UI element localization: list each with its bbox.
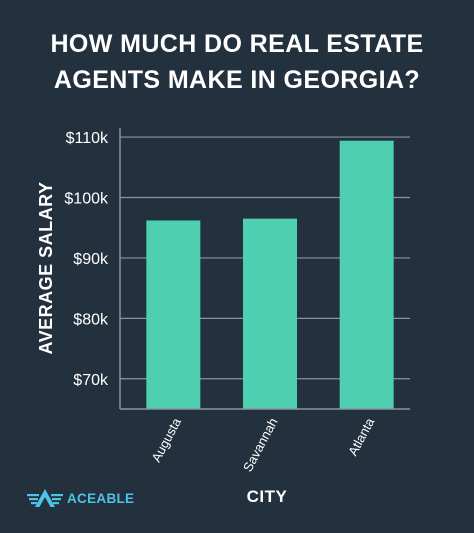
bar-augusta <box>146 220 201 409</box>
bar-savannah <box>243 218 297 409</box>
y-tick-label: $80k <box>73 311 109 328</box>
chart-title: HOW MUCH DO REAL ESTATE AGENTS MAKE IN G… <box>0 26 474 98</box>
x-tick-label: Augusta <box>148 415 184 465</box>
y-tick-label: $110k <box>66 130 109 147</box>
y-tick-label: $100k <box>64 190 109 207</box>
aceable-logo-text: ACEABLE <box>67 490 135 506</box>
y-tick-label: $90k <box>73 251 109 268</box>
y-tick-labels: $70k $80k $90k $100k $110k <box>64 130 109 389</box>
chart-title-line-1: HOW MUCH DO REAL ESTATE <box>50 30 424 58</box>
x-axis-label: CITY <box>247 487 288 506</box>
x-tick-labels: Augusta Savannah Atlanta <box>148 415 377 474</box>
axes <box>119 128 410 410</box>
bar-atlanta <box>339 140 394 410</box>
bars <box>146 140 394 410</box>
y-tick-label: $70k <box>73 372 109 389</box>
chart-title-line-2: AGENTS MAKE IN GEORGIA? <box>53 66 421 94</box>
y-axis-label: AVERAGE SALARY <box>36 181 56 354</box>
x-tick-label: Savannah <box>240 415 281 474</box>
x-tick-label: Atlanta <box>345 415 378 458</box>
aceable-logo: ACEABLE <box>26 487 134 509</box>
aceable-logo-icon <box>27 489 63 507</box>
